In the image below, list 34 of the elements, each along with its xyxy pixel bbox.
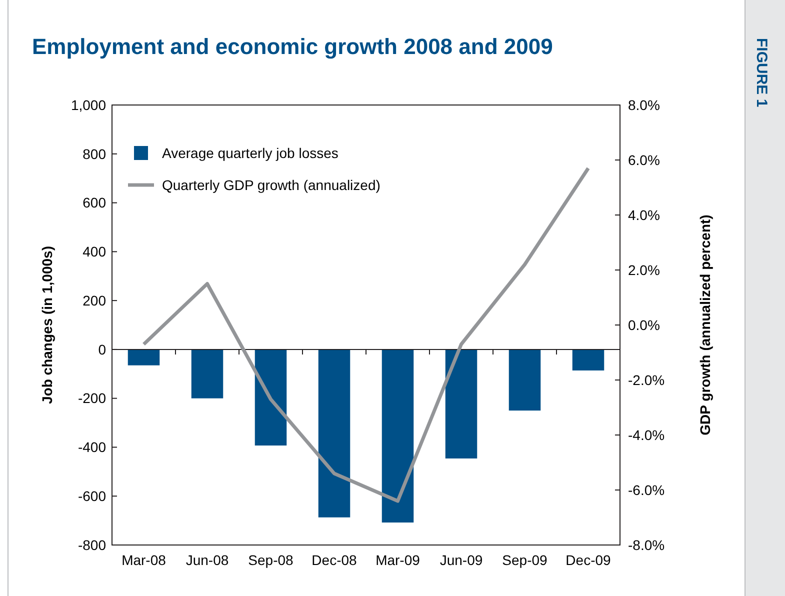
y2-tick-label: -2.0%: [628, 372, 665, 388]
y2-tick-label: 6.0%: [628, 152, 660, 168]
y-tick-label: -200: [78, 390, 106, 406]
legend-label: Quarterly GDP growth (annualized): [162, 176, 380, 193]
y2-tick-label: -4.0%: [628, 426, 665, 443]
x-tick-label: Dec-09: [566, 552, 612, 568]
y2-tick-label: 2.0%: [628, 262, 660, 278]
y-tick-label: 200: [82, 292, 106, 308]
y-tick-label: 0: [98, 341, 106, 358]
x-tick-label: Sep-09: [502, 552, 548, 568]
y-axis-title: Job changes (in 1,000s): [39, 246, 55, 404]
x-tick-label: Mar-08: [122, 552, 166, 568]
y2-axis-title: GDP growth (annualized percent): [697, 214, 713, 436]
line-series: [142, 166, 590, 503]
x-tick-label: Jun-08: [186, 552, 229, 568]
y-tick-label: 1,000: [70, 96, 106, 113]
y2-tick-label: 4.0%: [628, 206, 660, 223]
y-tick-label: 400: [82, 244, 106, 260]
y-tick-label: -600: [78, 488, 106, 504]
y-tick-label: -800: [78, 536, 106, 553]
y-tick-label: 600: [82, 194, 106, 211]
y2-tick-label: 8.0%: [628, 96, 660, 113]
y2-tick-label: -6.0%: [628, 482, 665, 498]
y-tick-label: 800: [82, 146, 106, 162]
x-tick-label: Sep-08: [248, 552, 294, 568]
y-tick-label: -400: [78, 439, 106, 456]
y2-tick-label: 0.0%: [628, 316, 660, 333]
x-tick-label: Mar-09: [376, 552, 420, 568]
x-tick-label: Dec-08: [312, 552, 358, 568]
legend-label: Average quarterly job losses: [162, 144, 338, 161]
caption: FIGURE 1: [753, 38, 770, 108]
y2-tick-label: -8.0%: [628, 536, 665, 553]
chart-title: Employment and economic growth 2008 and 2009: [32, 34, 553, 59]
x-tick-label: Jun-09: [440, 552, 483, 568]
